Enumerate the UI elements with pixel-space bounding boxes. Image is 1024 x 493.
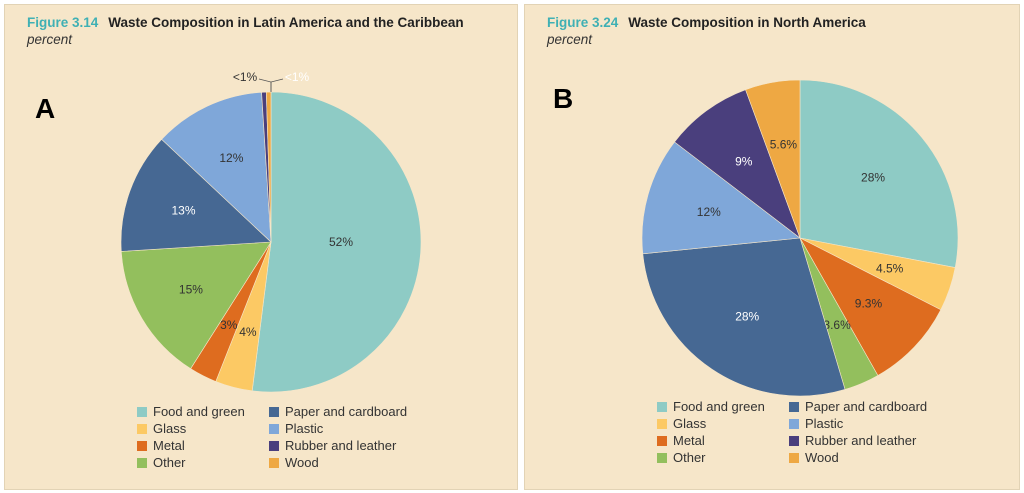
legend-label: Plastic — [805, 416, 844, 431]
data-label-paper-and-cardboard: 13% — [171, 203, 195, 217]
figure-title: Figure 3.14 Waste Composition in Latin Am… — [27, 15, 464, 30]
legend-swatch — [657, 452, 667, 463]
legend-swatch — [789, 401, 799, 412]
legend-item-food-and-green: Food and green — [657, 399, 789, 414]
figure-number: Figure 3.24 — [547, 15, 619, 30]
slice-paper-and-cardboard — [120, 138, 272, 252]
data-label-rubber-and-leather: <1% — [285, 70, 310, 84]
legend-swatch — [137, 423, 147, 434]
legend-item-rubber-and-leather: Rubber and leather — [789, 433, 949, 448]
figure-number: Figure 3.14 — [27, 15, 99, 30]
panel-a: Figure 3.14 Waste Composition in Latin Am… — [4, 4, 518, 490]
legend-label: Wood — [285, 455, 319, 470]
legend-label: Food and green — [153, 404, 245, 419]
legend-swatch — [789, 435, 799, 446]
legend-label: Other — [153, 455, 186, 470]
panel-letter: B — [553, 83, 574, 114]
data-label-glass: 4.5% — [876, 262, 904, 276]
data-label-metal: 3% — [220, 318, 238, 332]
slice-plastic — [641, 141, 801, 255]
legend-label: Glass — [673, 416, 707, 431]
pie-chart-b: 28% 4.5% 9.3% 3.6% 28% 12% 9% 5.6% — [641, 79, 959, 397]
legend-swatch — [137, 457, 147, 468]
legend-item-plastic: Plastic — [789, 416, 949, 431]
slice-food-and-green — [799, 79, 959, 268]
legend-swatch — [789, 452, 799, 463]
data-label-wood: 5.6% — [770, 138, 798, 152]
legend-label: Glass — [153, 421, 187, 436]
legend-swatch — [657, 418, 667, 429]
chart-title: Waste Composition in North America — [628, 15, 866, 30]
legend-swatch — [137, 406, 147, 417]
legend-label: Paper and cardboard — [805, 399, 928, 414]
legend-label: Other — [673, 450, 706, 465]
slice-food-and-green — [251, 91, 422, 393]
legend-label: Paper and cardboard — [285, 404, 408, 419]
data-label-other: 3.6% — [823, 318, 851, 332]
legend-item-other: Other — [137, 455, 269, 470]
legend-item-glass: Glass — [137, 421, 269, 436]
legend-swatch — [137, 440, 147, 451]
legend-swatch — [657, 435, 667, 446]
legend-item-wood: Wood — [269, 455, 429, 470]
legend-item-wood: Wood — [789, 450, 949, 465]
chart-title: Waste Composition in Latin America and t… — [108, 15, 464, 30]
slice-other — [120, 241, 272, 370]
slice-rubber-and-leather — [674, 89, 801, 239]
legend-swatch — [269, 406, 279, 417]
legend-label: Metal — [673, 433, 705, 448]
data-label-food-and-green: 28% — [861, 171, 885, 185]
slice-metal — [799, 237, 942, 376]
legend-item-glass: Glass — [657, 416, 789, 431]
legend-swatch — [269, 423, 279, 434]
legend-item-paper-and-cardboard: Paper and cardboard — [269, 404, 429, 419]
legend-swatch — [789, 418, 799, 429]
slice-wood — [745, 79, 801, 239]
chart-subtitle: percent — [547, 32, 593, 47]
figure-title: Figure 3.24 Waste Composition in North Am… — [547, 15, 866, 30]
legend-item-paper-and-cardboard: Paper and cardboard — [789, 399, 949, 414]
chart-subtitle: percent — [27, 32, 73, 47]
pie-chart-a: 52% 4%3% 15% 13% 12% <1% <1% — [120, 70, 422, 393]
data-label-paper-and-cardboard: 28% — [735, 310, 759, 324]
data-label-food-and-green: 52% — [329, 235, 353, 249]
legend-a: Food and green Paper and cardboard Glass Pl… — [137, 404, 429, 470]
data-label-wood: <1% — [233, 70, 258, 84]
data-label-rubber-and-leather: 9% — [735, 155, 753, 169]
legend-item-rubber-and-leather: Rubber and leather — [269, 438, 429, 453]
legend-swatch — [657, 401, 667, 412]
data-label-plastic: 12% — [219, 151, 243, 165]
legend-label: Metal — [153, 438, 185, 453]
legend-swatch — [269, 457, 279, 468]
legend-item-plastic: Plastic — [269, 421, 429, 436]
legend-item-metal: Metal — [137, 438, 269, 453]
legend-item-other: Other — [657, 450, 789, 465]
data-label-other: 15% — [179, 282, 203, 296]
data-label-glass: 4% — [239, 325, 257, 339]
legend-label: Rubber and leather — [805, 433, 917, 448]
data-label-metal: 9.3% — [855, 297, 883, 311]
callout-line — [258, 78, 272, 92]
slice-plastic — [161, 91, 272, 243]
callout-line — [270, 78, 284, 92]
legend-b: Food and green Paper and cardboard Glass Pl… — [657, 399, 949, 465]
legend-label: Wood — [805, 450, 839, 465]
data-label-plastic: 12% — [697, 205, 721, 219]
panel-letter: A — [35, 93, 56, 124]
legend-item-metal: Metal — [657, 433, 789, 448]
legend-label: Plastic — [285, 421, 324, 436]
slice-paper-and-cardboard — [642, 237, 846, 397]
legend-label: Rubber and leather — [285, 438, 397, 453]
legend-swatch — [269, 440, 279, 451]
legend-item-food-and-green: Food and green — [137, 404, 269, 419]
legend-label: Food and green — [673, 399, 765, 414]
panel-b: Figure 3.24 Waste Composition in North Am… — [524, 4, 1020, 490]
